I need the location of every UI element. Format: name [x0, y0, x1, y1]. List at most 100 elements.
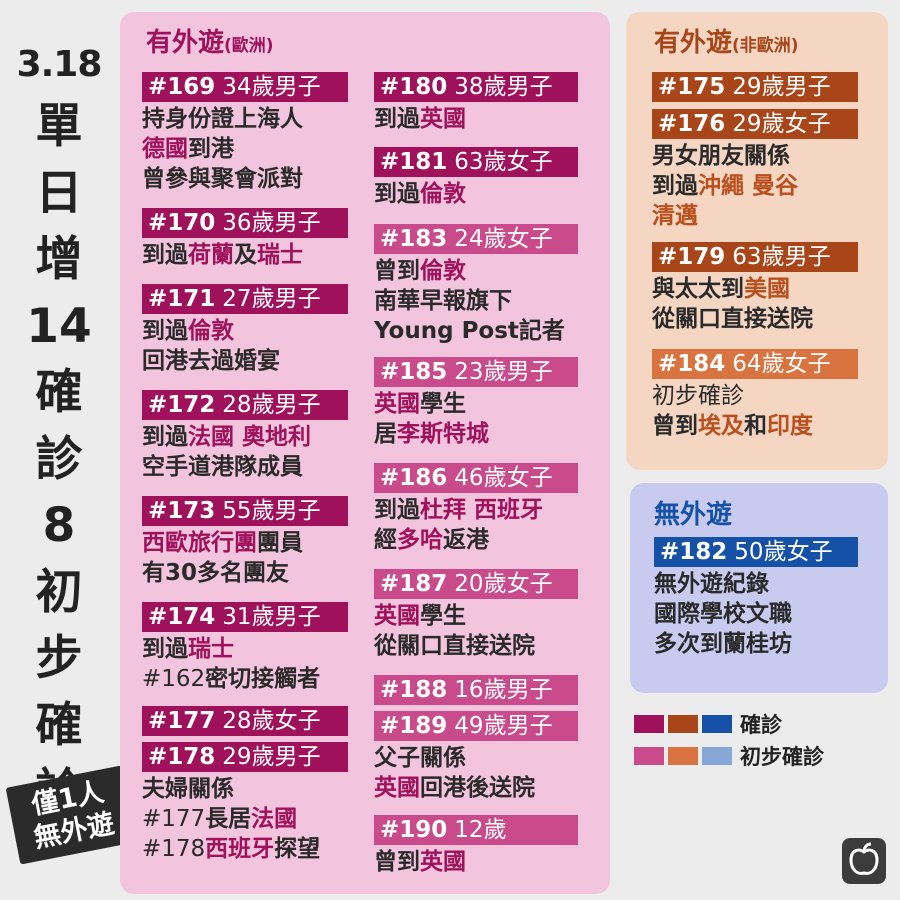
case-age-gender: 29歲女子 — [732, 111, 831, 137]
case-detail-text: 及 — [234, 242, 257, 268]
case-tag: #189 49歲男子 — [374, 711, 578, 741]
case-detail-line: 曾到英國 — [374, 847, 578, 877]
place-highlight: 印度 — [767, 413, 813, 439]
place-highlight: 法國 — [251, 806, 298, 832]
case-tag: #173 55歲男子 — [142, 496, 348, 526]
case-age-gender: 55歲男子 — [222, 498, 321, 524]
place-highlight: 荷蘭 — [188, 242, 234, 268]
case-detail-line: 經多哈返港 — [374, 525, 578, 555]
case-detail-text: 到過 — [374, 106, 420, 132]
case-detail-line: 曾參與聚會派對 — [142, 164, 348, 194]
case-detail-text: 學生 — [420, 603, 466, 629]
headline-char: 診 — [35, 431, 83, 487]
case-number: #185 — [380, 359, 448, 385]
non-europe-title-main: 有外遊 — [654, 28, 733, 58]
case-184: #184 64歲女子 初步確診 曾到埃及和印度 — [652, 349, 858, 441]
case-age-gender: 46歲女子 — [454, 465, 553, 491]
case-detail-text: 到過 — [142, 318, 188, 344]
case-detail-line: #177長居法國 — [142, 804, 348, 834]
case-detail-text: 到過 — [142, 242, 188, 268]
case-tag: #171 27歲男子 — [142, 284, 348, 314]
case-detail-text: 國際學校文職 — [654, 601, 792, 627]
case-detail-line: 有30多名團友 — [142, 558, 348, 588]
case-number: #169 — [148, 74, 216, 100]
case-age-gender: 63歲男子 — [732, 244, 831, 270]
case-186: #186 46歲女子 到過杜拜 西班牙 經多哈返港 — [374, 463, 578, 555]
place-highlight: 埃及 — [698, 413, 744, 439]
case-188: #188 16歲男子 — [374, 675, 578, 705]
headline-char: 日 — [35, 165, 83, 221]
headline: 3.18 單 日 增 14 確 診 8 初 步 確 診 — [0, 36, 118, 826]
case-detail-text: 從關口直接送院 — [374, 633, 535, 659]
place-highlight: 美國 — [744, 276, 790, 302]
case-172: #172 28歲男子 到過法國 奧地利 空手道港隊成員 — [142, 390, 348, 482]
case-detail-text: 經 — [374, 527, 397, 553]
case-detail-text: Young Post記者 — [374, 318, 565, 344]
case-detail-text: 南華早報旗下 — [374, 288, 512, 314]
legend-swatch-noneu-prelim — [668, 747, 698, 765]
case-detail-line: 到過英國 — [374, 104, 578, 134]
headline-char: 步 — [35, 631, 83, 686]
case-age-gender: 28歲男子 — [222, 392, 321, 418]
case-190: #190 12歲曾到英國 — [374, 815, 578, 877]
case-detail-text: 到過 — [142, 424, 188, 450]
europe-title-sub: (歐洲) — [224, 36, 274, 56]
case-number: #180 — [380, 74, 448, 100]
case-169: #169 34歲男子持身份證上海人 德國到港 曾參與聚會派對 — [142, 72, 348, 194]
place-highlight: 倫敦 — [420, 258, 466, 284]
place-highlight: 英國 — [374, 391, 420, 417]
case-detail-line: 回港去過婚宴 — [142, 346, 348, 376]
place-highlight: 倫敦 — [420, 181, 466, 207]
non-europe-title-sub: (非歐洲) — [732, 36, 799, 56]
place-highlight: 英國 — [374, 775, 420, 801]
case-number: #174 — [148, 604, 216, 630]
case-age-gender: 12歲 — [454, 817, 507, 843]
case-detail-line: 到過瑞士 — [142, 634, 348, 664]
case-detail-line: 曾到倫敦 — [374, 256, 578, 286]
legend-swatch-local-confirmed — [702, 715, 732, 733]
no-travel-panel-title: 無外遊 — [654, 500, 733, 530]
case-174: #174 31歲男子 到過瑞士 #162密切接觸者 — [142, 602, 348, 694]
place-highlight: 李斯特城 — [397, 421, 489, 447]
case-number: #181 — [380, 149, 448, 175]
case-173: #173 55歲男子 西歐旅行團團員 有30多名團友 — [142, 496, 348, 588]
case-detail-line: 到過杜拜 西班牙 — [374, 495, 578, 525]
case-tag: #183 24歲女子 — [374, 224, 578, 254]
case-detail-line: 父子關係 — [374, 743, 578, 773]
case-detail-text: 曾參與聚會派對 — [142, 166, 303, 192]
place-highlight: 英國 — [374, 603, 420, 629]
case-detail-line: 從關口直接送院 — [374, 631, 578, 661]
case-number: #187 — [380, 571, 448, 597]
case-detail-text: 父子關係 — [374, 745, 466, 771]
case-189: #189 49歲男子父子關係英國回港後送院 — [374, 711, 578, 803]
case-detail-line: #162密切接觸者 — [142, 664, 348, 694]
headline-text: 單 日 增 14 確 診 8 初 步 確 診 — [0, 94, 118, 826]
case-number: #173 — [148, 498, 216, 524]
case-age-gender: 16歲男子 — [454, 677, 553, 703]
case-tag: #188 16歲男子 — [374, 675, 578, 705]
case-detail-line: 持身份證上海人 — [142, 104, 348, 134]
case-185: #185 23歲男子 英國學生 居李斯特城 — [374, 357, 578, 449]
case-age-gender: 34歲男子 — [222, 74, 321, 100]
place-highlight: 英國 — [420, 106, 466, 132]
case-detail-text: 探望 — [274, 836, 321, 862]
case-age-gender: 29歲男子 — [222, 744, 321, 770]
case-detail-text: 回港去過婚宴 — [142, 348, 280, 374]
case-number: #175 — [658, 74, 726, 100]
case-tag: #174 31歲男子 — [142, 602, 348, 632]
case-detail-text: 回港後送院 — [420, 775, 535, 801]
case-183: #183 24歲女子 曾到倫敦 南華早報旗下 Young Post記者 — [374, 224, 578, 346]
case-number: #190 — [380, 817, 448, 843]
case-detail-line: 到過法國 奧地利 — [142, 422, 348, 452]
case-detail-line: 夫婦關係 — [142, 774, 348, 804]
case-detail-line: Young Post記者 — [374, 316, 578, 346]
case-number: #176 — [658, 111, 726, 137]
case-detail-line: 德國到港 — [142, 134, 348, 164]
no-travel-panel — [630, 483, 888, 693]
case-detail-text: 有30多名團友 — [142, 560, 290, 586]
case-detail-text: #177 — [142, 806, 206, 832]
headline-char: 8 — [42, 498, 76, 553]
case-detail-line: 無外遊紀錄 — [654, 569, 858, 599]
case-detail-line: 到過荷蘭及瑞士 — [142, 240, 348, 270]
case-detail-line: 空手道港隊成員 — [142, 452, 348, 482]
